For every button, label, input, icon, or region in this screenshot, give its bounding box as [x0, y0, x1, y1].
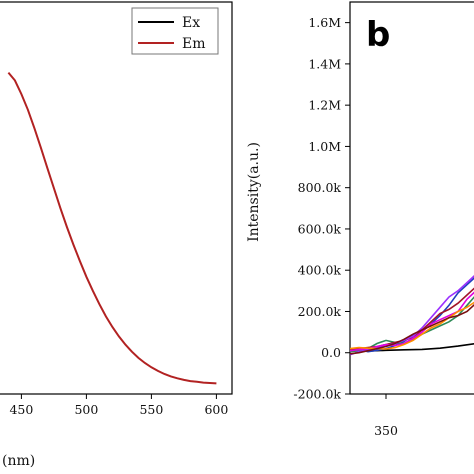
- series-line-em: [7, 71, 217, 385]
- legend-label-ex: Ex: [182, 15, 200, 31]
- y-axis-label-b: Intensity(a.u.): [246, 142, 262, 242]
- plot-frame-b: [349, 1, 474, 395]
- series-line-b-7: [350, 301, 474, 350]
- panel-b: -200.0k 0.0 200.0k 400.0k 600.0k 800.0k 1.0M 1.…: [246, 1, 474, 438]
- legend-box: [131, 7, 219, 55]
- plot-frame-a: [0, 1, 233, 395]
- y-tick-label-b: -200.0k: [293, 387, 341, 402]
- y-tick-label-b: 0.0: [321, 345, 341, 360]
- y-tick-label-b: 600.0k: [298, 221, 342, 236]
- y-tick-label-b: 1.6M: [308, 15, 341, 30]
- panel-label-b: b: [366, 15, 390, 55]
- y-tick-label-b: 1.4M: [308, 56, 341, 71]
- x-axis-label-a: (nm): [2, 453, 35, 469]
- x-tick-label-a: 550: [139, 402, 163, 417]
- y-tick-label-b: 800.0k: [298, 180, 342, 195]
- series-line-b-8: [350, 303, 474, 355]
- y-tick-label-b: 1.0M: [308, 139, 341, 154]
- x-tick-label-a: 500: [74, 402, 98, 417]
- x-tick-label-b: 350: [374, 423, 398, 438]
- y-tick-label-b: 200.0k: [298, 304, 342, 319]
- series-line-b-5: [350, 275, 474, 356]
- x-tick-label-a: 600: [204, 402, 228, 417]
- legend-label-em: Em: [182, 36, 206, 52]
- series-group-b: [350, 275, 474, 356]
- panel-a: 450 500 550 600 (nm) Ex Em: [0, 1, 233, 469]
- x-tick-label-a: 450: [9, 402, 33, 417]
- y-tick-label-b: 400.0k: [298, 263, 342, 278]
- series-line-b-3: [350, 296, 474, 353]
- y-tick-label-b: 1.2M: [308, 98, 341, 113]
